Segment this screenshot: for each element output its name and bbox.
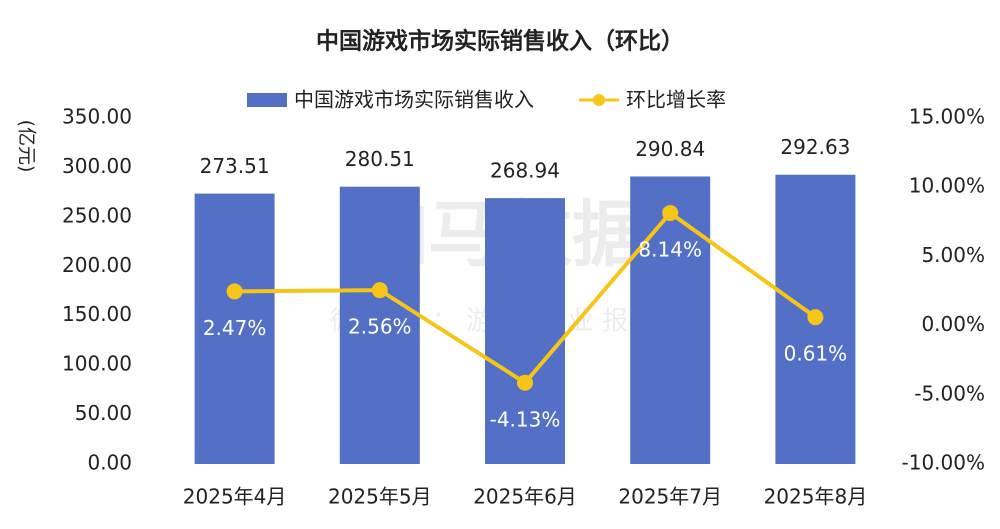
y-axis-label: (亿元) — [16, 120, 38, 173]
y-tick-label: 200.00 — [62, 253, 132, 277]
bar-value-label: 268.94 — [490, 159, 560, 183]
bar-value-label: 290.84 — [635, 137, 705, 161]
line-value-label: 0.61% — [784, 342, 848, 366]
x-tick-label: 2025年4月 — [183, 485, 287, 509]
line-point — [226, 283, 243, 300]
x-tick-label: 2025年5月 — [328, 485, 432, 509]
line-point — [662, 204, 679, 221]
line-point — [371, 282, 388, 299]
line-point — [807, 309, 824, 326]
y2-tick-label: 5.00% — [921, 243, 985, 267]
x-tick-label: 2025年7月 — [618, 485, 722, 509]
bar-value-label: 280.51 — [345, 147, 415, 171]
line-value-label: 2.56% — [348, 315, 412, 339]
legend-swatch — [593, 94, 605, 106]
y-tick-label: 50.00 — [75, 401, 132, 425]
y2-tick-label: 10.00% — [909, 174, 985, 198]
bar — [339, 186, 420, 464]
y-tick-label: 350.00 — [62, 105, 132, 129]
x-tick-label: 2025年8月 — [764, 485, 868, 509]
bar — [630, 176, 711, 464]
y-tick-label: 150.00 — [62, 302, 132, 326]
line-value-label: 2.47% — [203, 316, 267, 340]
bar-value-label: 292.63 — [780, 135, 850, 159]
y-tick-label: 250.00 — [62, 203, 132, 227]
bar — [194, 193, 275, 464]
line-value-label: 8.14% — [638, 237, 702, 261]
legend-label: 中国游戏市场实际销售收入 — [294, 88, 534, 112]
legend-swatch — [247, 93, 287, 107]
legend-label: 环比增长率 — [626, 88, 726, 112]
bar-value-label: 273.51 — [200, 154, 270, 178]
line-value-label: -4.13% — [490, 407, 561, 431]
y2-tick-label: -5.00% — [914, 381, 985, 405]
y2-tick-label: -10.00% — [902, 451, 985, 475]
y-tick-label: 300.00 — [62, 154, 132, 178]
y-tick-label: 0.00 — [87, 451, 132, 475]
x-tick-label: 2025年6月 — [473, 485, 577, 509]
bar — [485, 198, 565, 464]
y2-tick-label: 15.00% — [909, 105, 985, 129]
line-point — [517, 374, 533, 391]
y2-tick-label: 0.00% — [921, 312, 985, 336]
chart-title: 中国游戏市场实际销售收入（环比） — [316, 28, 684, 55]
y-tick-label: 100.00 — [62, 352, 132, 376]
